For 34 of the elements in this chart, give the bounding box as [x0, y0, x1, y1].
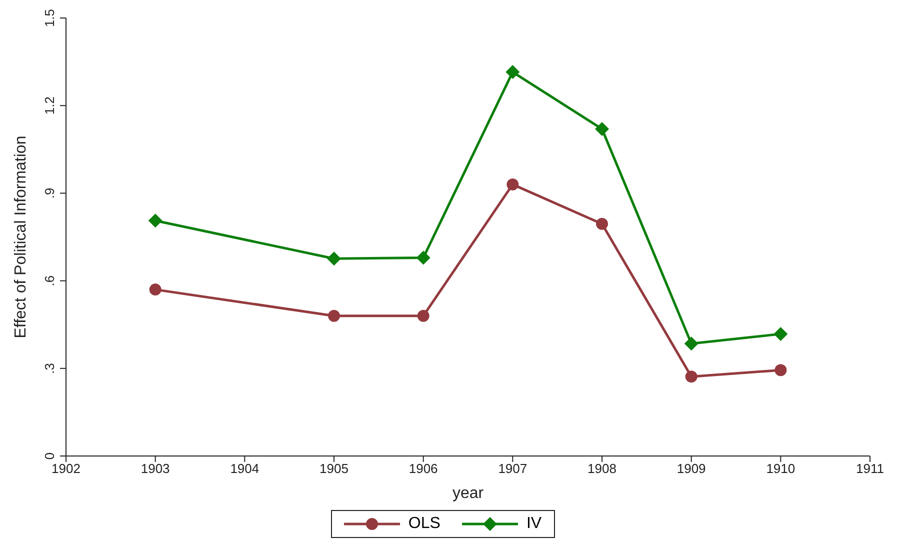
y-axis-title: Effect of Political Information [12, 136, 30, 338]
y-tick-label: .9 [42, 188, 57, 199]
x-tick-label: 1906 [408, 461, 438, 476]
point [595, 122, 609, 136]
x-tick-label: 1907 [498, 461, 528, 476]
x-axis-title: year [452, 485, 484, 502]
point [149, 284, 162, 296]
x-tick-label: 1905 [320, 461, 348, 476]
y-tick-label: 1.2 [42, 96, 57, 115]
x-tick-label: 1909 [676, 461, 706, 476]
y-tick-label: .6 [42, 275, 57, 286]
x-tick-label: 1903 [140, 461, 170, 476]
y-tick-label: 1.5 [42, 8, 57, 28]
legend-label: OLS [407, 515, 440, 533]
point [684, 336, 698, 351]
point [416, 250, 430, 265]
x-tick-label: 1910 [766, 461, 796, 476]
point [774, 364, 787, 376]
y-tick-label: 0 [42, 452, 57, 460]
point [506, 65, 520, 80]
point [685, 370, 698, 383]
x-tick-label: 1902 [52, 461, 80, 476]
x-tick-label: 1904 [230, 461, 260, 476]
y-tick-label: .3 [42, 362, 57, 374]
point [328, 310, 340, 322]
point [148, 214, 162, 228]
x-tick-label: 1908 [588, 461, 616, 476]
point [506, 178, 519, 190]
point [596, 218, 608, 230]
legend-label: IV [525, 515, 542, 533]
point [774, 326, 788, 341]
point [327, 252, 341, 266]
point [417, 310, 430, 322]
x-tick-label: 1911 [856, 461, 884, 476]
